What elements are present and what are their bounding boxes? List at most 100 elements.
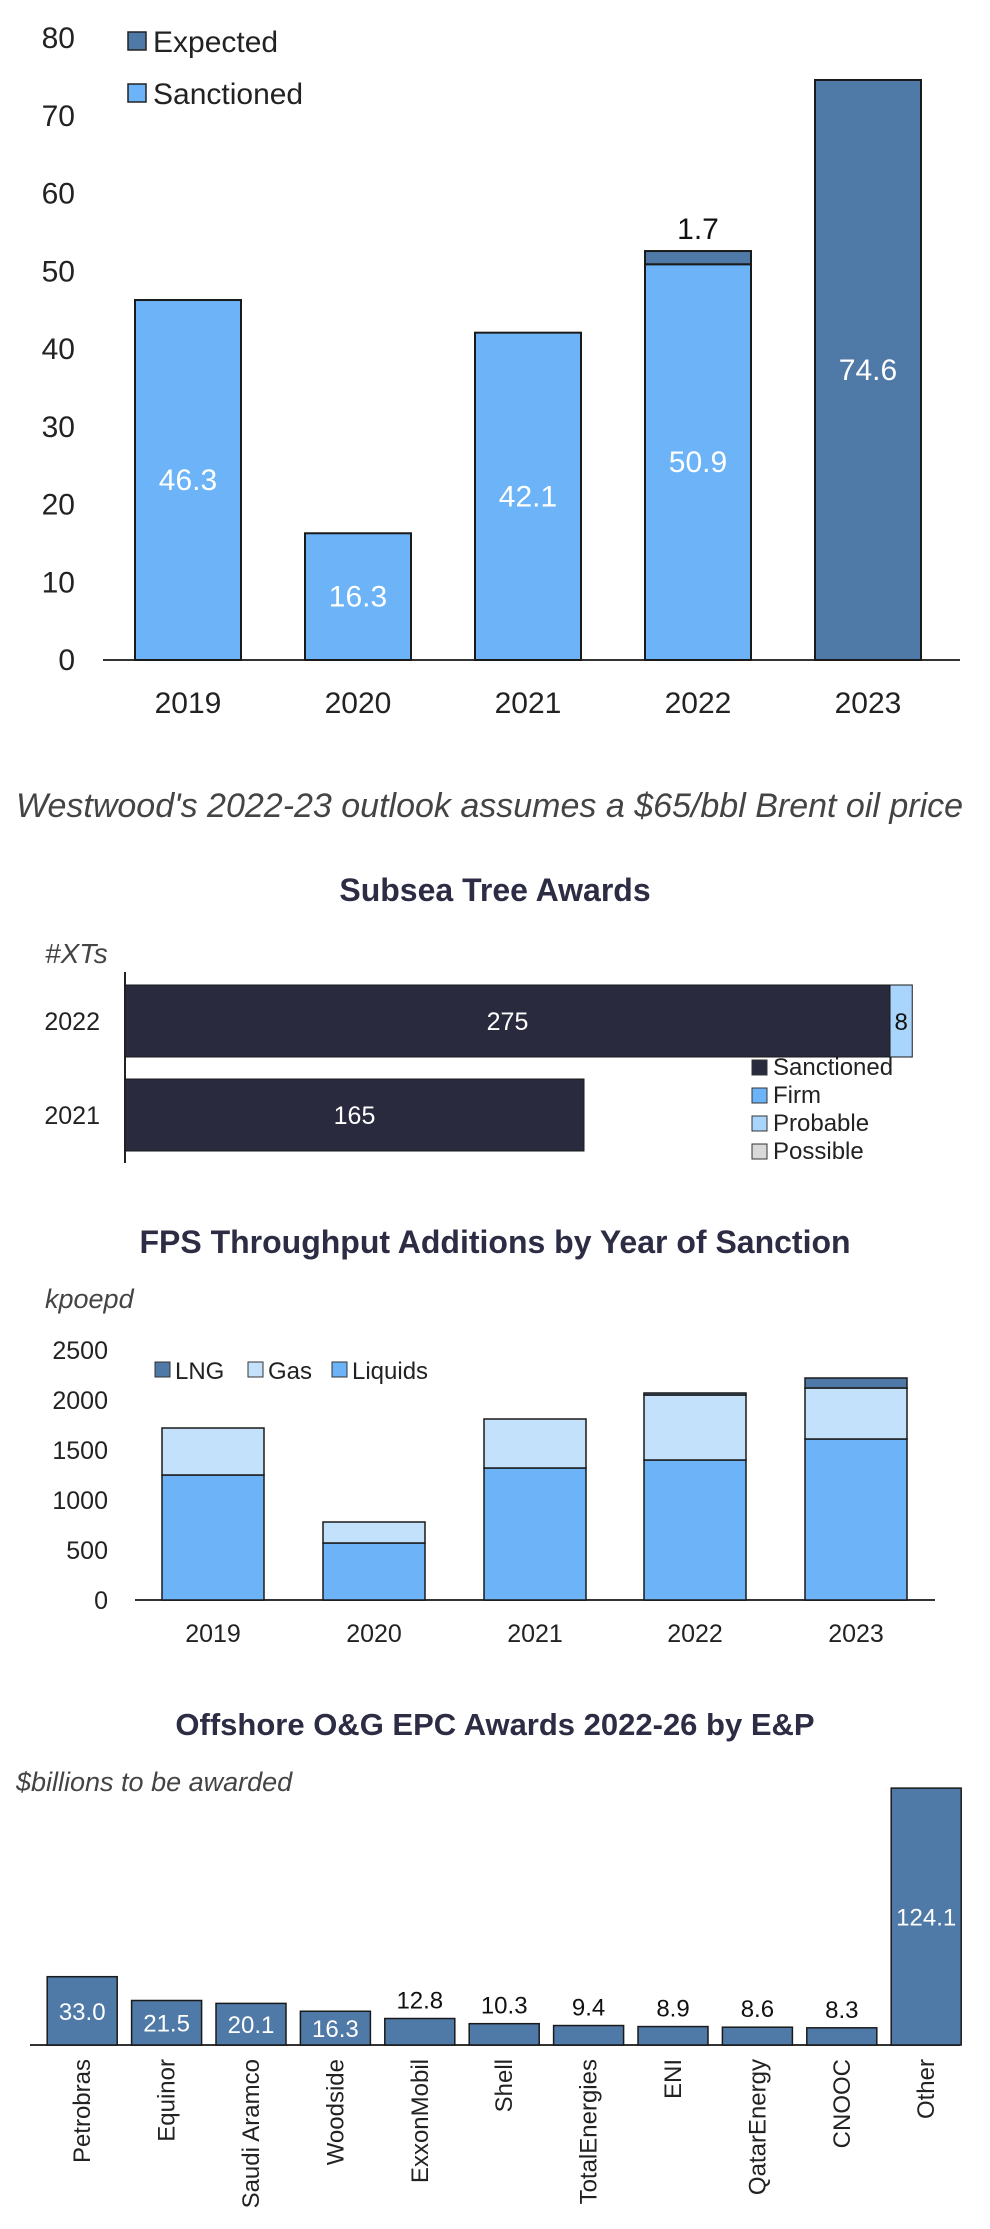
bar-sanctioned-2021 (474, 331, 582, 661)
bar-petrobras (46, 1975, 118, 2046)
legend-swatch (127, 31, 147, 51)
legend-label: Sanctioned (773, 1054, 893, 1081)
bar-expected-2023 (814, 78, 922, 662)
chart-3-fps-throughput: 0 500 1000 1500 2000 2500 2019 2020 2021 2022 2023… (52, 1337, 935, 1648)
legend-label: Gas (268, 1358, 312, 1385)
bar-expected-2022 (644, 250, 752, 266)
bar-shell (468, 2022, 540, 2046)
y-tick-label: 30 (42, 411, 75, 444)
bar-liquids-2023 (804, 1438, 908, 1601)
x-tick-label: Shell (491, 2059, 518, 2112)
y-tick-label: 2021 (44, 1102, 100, 1130)
subsea-tree-awards-title: Subsea Tree Awards (339, 872, 651, 908)
y-tick-label: 0 (58, 644, 75, 677)
y-tick-label: 2500 (52, 1337, 108, 1365)
x-tick-label: 2019 (155, 687, 222, 720)
legend-swatch (751, 1059, 768, 1076)
data-label: 74.6 (839, 354, 897, 387)
legend-label: LNG (175, 1358, 224, 1385)
chart-1-stacked-columns: 0 10 20 30 40 50 60 70 80 2019 2020 2021 2022 2023 46.… (42, 22, 960, 720)
bar-lng-2023 (804, 1377, 908, 1389)
oil-price-note: Westwood's 2022-23 outlook assumes a $65… (16, 787, 964, 825)
bar-eni (637, 2025, 709, 2046)
bar-probable-2022 (889, 984, 913, 1058)
x-tick-label: Woodside (322, 2059, 349, 2165)
data-label: 16.3 (329, 581, 387, 614)
bar-gas-2021 (483, 1418, 587, 1469)
x-tick-label: 2022 (667, 1620, 723, 1648)
y-tick-label: 50 (42, 255, 75, 288)
bar-sanctioned-2020 (304, 532, 412, 662)
bar-sanctioned-2022 (644, 263, 752, 661)
bar-saudi-aramco (215, 2002, 287, 2046)
bar-gas-2020 (322, 1521, 426, 1544)
y-tick-label: 500 (66, 1537, 108, 1565)
bar-sanctioned-2019 (134, 299, 242, 661)
y-tick-label: 70 (42, 100, 75, 133)
legend-label: Probable (773, 1110, 869, 1137)
x-tick-label: ExxonMobil (407, 2059, 434, 2183)
bar-woodside (299, 2010, 372, 2046)
bar-qatarenergy (721, 2026, 794, 2046)
x-tick-label: ENI (660, 2059, 687, 2099)
y-tick-label: 2022 (44, 1008, 100, 1036)
x-tick-label: 2022 (665, 687, 732, 720)
bar-liquids-2020 (322, 1542, 426, 1601)
x-tick-label: Equinor (154, 2059, 181, 2142)
legend-label: Liquids (352, 1358, 428, 1385)
legend-swatch (751, 1087, 768, 1104)
x-tick-label: 2019 (185, 1620, 241, 1648)
bar-equinor (130, 1999, 203, 2046)
data-label: 10.3 (481, 1993, 528, 2020)
data-label: 8.3 (825, 1997, 858, 2024)
x-tick-label: 2023 (835, 687, 902, 720)
legend-label: Firm (773, 1082, 821, 1109)
data-label: 46.3 (159, 464, 217, 497)
bar-gas-2022 (643, 1394, 747, 1461)
data-label: 33.0 (59, 1999, 106, 2026)
data-label: 9.4 (572, 1995, 605, 2022)
data-label: 16.3 (312, 2016, 359, 2043)
legend-label: Sanctioned (153, 78, 303, 111)
bar-cnooc (806, 2027, 878, 2046)
data-label: 8 (894, 1009, 907, 1036)
data-label: 124.1 (896, 1905, 956, 1932)
x-tick-label: 2020 (346, 1620, 402, 1648)
y-tick-label: 60 (42, 178, 75, 211)
x-tick-label: 2020 (325, 687, 392, 720)
x-tick-label: TotalEnergies (576, 2059, 603, 2204)
bar-sanctioned-2021 (124, 1078, 585, 1152)
billions-unit-label: $billions to be awarded (16, 1767, 293, 1797)
data-label: 42.1 (499, 480, 557, 513)
data-label: 8.9 (656, 1996, 689, 2023)
xt-unit-label: #XTs (45, 938, 108, 969)
legend-swatch (127, 83, 147, 103)
x-tick-label: Petrobras (69, 2059, 96, 2163)
y-tick-label: 20 (42, 489, 75, 522)
legend-label: Possible (773, 1138, 864, 1165)
data-label: 50.9 (669, 446, 727, 479)
bar-liquids-2019 (161, 1474, 265, 1601)
data-label: 21.5 (143, 2011, 190, 2038)
legend-swatch (751, 1115, 768, 1132)
bar-exxonmobil (384, 2017, 456, 2046)
y-tick-label: 0 (94, 1587, 108, 1615)
y-tick-label: 40 (42, 333, 75, 366)
data-label: 20.1 (228, 2012, 275, 2039)
bar-gas-2023 (804, 1387, 908, 1440)
x-tick-label: Other (913, 2059, 940, 2119)
legend-label: Expected (153, 26, 278, 59)
x-tick-label: Saudi Aramco (238, 2059, 265, 2208)
y-tick-label: 80 (42, 22, 75, 55)
x-tick-label: CNOOC (829, 2059, 856, 2148)
data-label: 8.6 (741, 1996, 774, 2023)
data-label: 12.8 (396, 1988, 443, 2015)
y-tick-label: 2000 (52, 1387, 108, 1415)
bar-gas-2019 (161, 1427, 265, 1476)
legend-swatch (331, 1361, 348, 1378)
x-tick-label: 2021 (507, 1620, 563, 1648)
bar-sanctioned-2022 (124, 984, 891, 1058)
legend-swatch (154, 1361, 171, 1378)
data-label: 165 (334, 1102, 376, 1130)
